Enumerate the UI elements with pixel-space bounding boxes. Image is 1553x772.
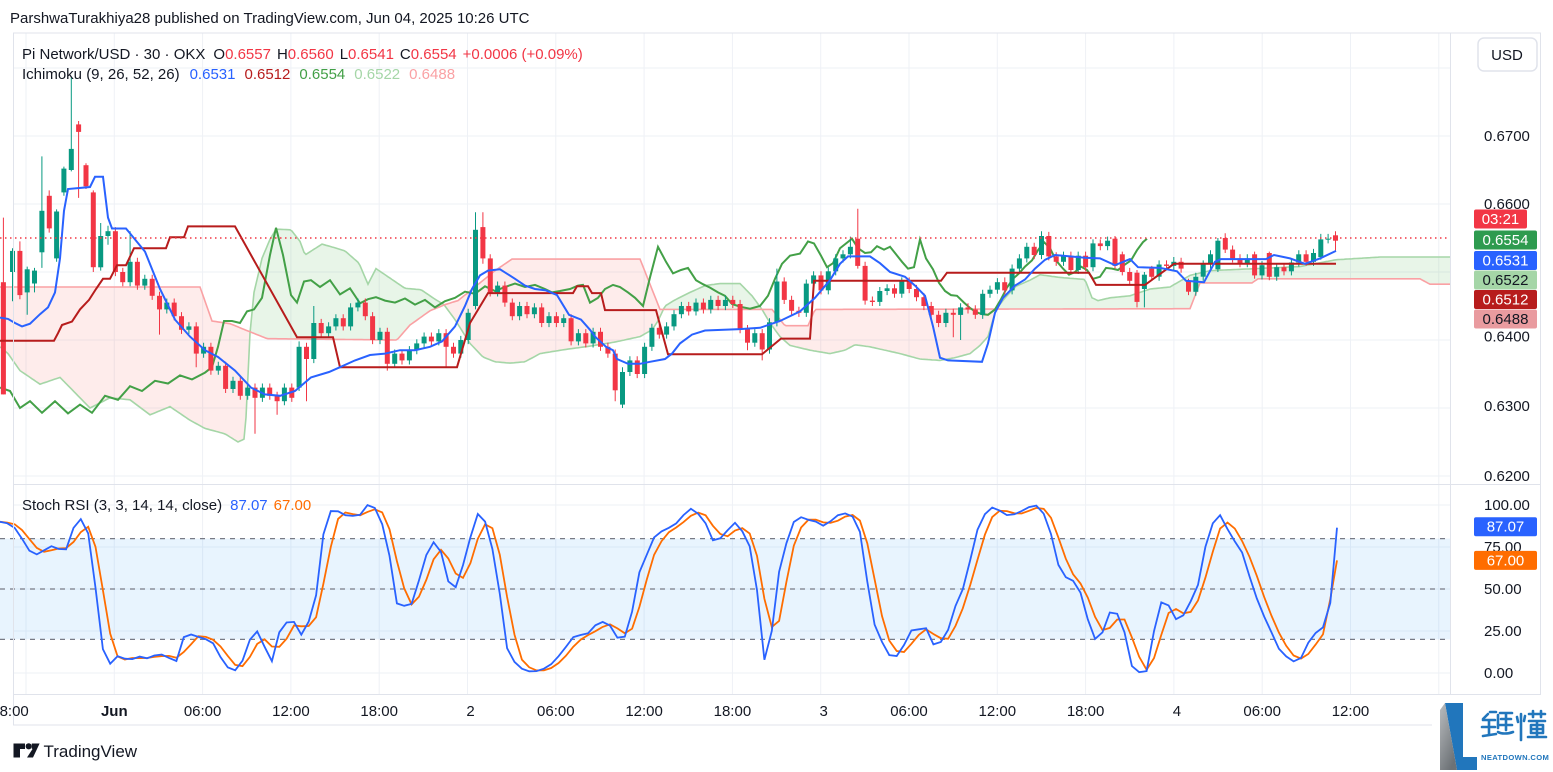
svg-text:18:00: 18:00 — [0, 703, 29, 720]
svg-text:ParshwaTurakhiya28 published o: ParshwaTurakhiya28 published on TradingV… — [10, 10, 530, 27]
svg-text:0.6512: 0.6512 — [1483, 292, 1529, 309]
svg-text:0.6488: 0.6488 — [1483, 311, 1529, 328]
svg-text:18:00: 18:00 — [1067, 703, 1105, 720]
svg-text:87.07: 87.07 — [1487, 519, 1525, 536]
svg-text:TradingView: TradingView — [44, 742, 138, 761]
svg-text:06:00: 06:00 — [184, 703, 222, 720]
svg-text:0.6300: 0.6300 — [1484, 398, 1530, 415]
svg-text:4: 4 — [1173, 703, 1181, 720]
svg-text:100.00: 100.00 — [1484, 497, 1530, 514]
svg-text:12:00: 12:00 — [272, 703, 310, 720]
svg-text:12:00: 12:00 — [979, 703, 1017, 720]
svg-text:0.6200: 0.6200 — [1484, 468, 1530, 485]
svg-text:0.6700: 0.6700 — [1484, 128, 1530, 145]
svg-text:3: 3 — [820, 703, 828, 720]
svg-text:12:00: 12:00 — [625, 703, 663, 720]
svg-text:0.6400: 0.6400 — [1484, 329, 1530, 346]
svg-text:06:00: 06:00 — [890, 703, 928, 720]
svg-text:18:00: 18:00 — [714, 703, 752, 720]
svg-text:2: 2 — [466, 703, 474, 720]
svg-text:0.6531: 0.6531 — [1483, 253, 1529, 270]
svg-text:0.00: 0.00 — [1484, 665, 1513, 682]
svg-text:USD: USD — [1491, 47, 1523, 64]
svg-text:12:00: 12:00 — [1332, 703, 1370, 720]
svg-text:67.00: 67.00 — [1487, 552, 1525, 569]
svg-text:Stoch RSI (3, 3, 14, 14, close: Stoch RSI (3, 3, 14, 14, close) 87.07 67.0… — [22, 497, 311, 514]
svg-text:25.00: 25.00 — [1484, 623, 1522, 640]
svg-text:0.6600: 0.6600 — [1484, 196, 1530, 213]
svg-text:06:00: 06:00 — [1243, 703, 1281, 720]
svg-text:0.6554: 0.6554 — [1483, 232, 1529, 249]
svg-text:03:21: 03:21 — [1482, 211, 1520, 228]
svg-text:0.6522: 0.6522 — [1483, 272, 1529, 289]
svg-text:Jun: Jun — [101, 703, 128, 720]
svg-text:06:00: 06:00 — [537, 703, 575, 720]
svg-text:50.00: 50.00 — [1484, 581, 1522, 598]
svg-text:NEATDOWN.COM: NEATDOWN.COM — [1481, 753, 1549, 762]
svg-text:18:00: 18:00 — [360, 703, 398, 720]
